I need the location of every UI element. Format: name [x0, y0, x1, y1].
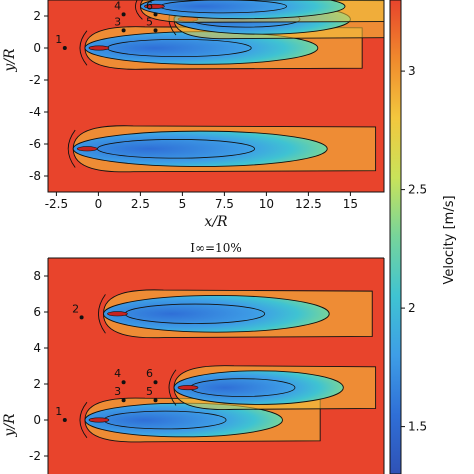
y-tick-label: -2 [29, 73, 41, 87]
y-tick-label: -8 [29, 169, 41, 183]
turbine-marker [62, 418, 67, 422]
y-tick-label: 2 [33, 9, 41, 23]
y-tick-label: 0 [33, 41, 41, 55]
y-tick-label: 6 [33, 305, 41, 319]
x-tick-label: 7.5 [215, 197, 234, 211]
y-tick-label: 2 [33, 377, 41, 391]
top-panel: 1 3 4 5 6 [48, 0, 384, 192]
turbine-label: 3 [114, 385, 121, 398]
wake-body [72, 130, 328, 167]
bottom-axis-ticks: 8 6 4 2 0 -2 [29, 269, 48, 463]
turbine-marker [121, 12, 126, 17]
turbine-label: 5 [146, 385, 153, 398]
colorbar-label: Velocity [m/s] [442, 195, 457, 284]
turbine-label: 6 [146, 0, 153, 12]
wake-hub-streak [177, 385, 199, 391]
turbine-label: 4 [114, 367, 121, 380]
y-tick-label: 8 [33, 269, 41, 283]
colorbar-tick-label: 2 [408, 301, 416, 315]
x-tick-label: 2.5 [131, 197, 150, 211]
bottom-wakes: 1 2 3 4 5 6 [55, 289, 377, 443]
wake-body [139, 0, 346, 20]
turbine-marker [153, 380, 158, 385]
colorbar-tick-label: 1.5 [408, 420, 427, 434]
turbine-label: 1 [55, 405, 62, 418]
top-axis-ticks: 20-2-4-6-8-2.5 0 2.5 5 7.5 10 12.5 15 [29, 9, 358, 211]
turbine-marker [121, 380, 126, 385]
wake-body [102, 294, 330, 333]
turbine-label: 5 [146, 15, 153, 28]
turbine-marker [153, 28, 158, 33]
wake-hub-streak [107, 311, 128, 317]
x-tick-label: 15 [343, 197, 358, 211]
y-tick-label: -4 [29, 105, 41, 119]
x-tick-label: 12.5 [295, 197, 322, 211]
top-wakes: 1 3 4 5 6 [55, 0, 384, 173]
top-xlabel: x/R [204, 214, 228, 230]
wake-hub-streak [76, 146, 98, 152]
rotor-contour [134, 0, 143, 20]
turbine-marker [153, 12, 158, 17]
x-tick-label: 5 [179, 197, 187, 211]
rotor-contour [79, 401, 88, 439]
y-tick-label: -6 [29, 137, 41, 151]
turbine-label: 2 [72, 302, 79, 315]
wake-hub-streak [144, 3, 165, 9]
rotor-contour [168, 369, 177, 406]
turbine-marker [121, 398, 126, 403]
turbine-marker [79, 315, 84, 320]
turbine-label: 1 [55, 33, 62, 46]
colorbar-tick-label: 2.5 [408, 183, 427, 197]
x-tick-label: 10 [259, 197, 274, 211]
turbine-label: 4 [114, 0, 121, 12]
y-tick-label: 0 [33, 413, 41, 427]
wake-hub-streak [88, 417, 110, 423]
wake-body [173, 370, 344, 405]
turbine-marker [121, 28, 126, 33]
rotor-contour [67, 129, 76, 168]
turbine-label: 3 [114, 15, 121, 28]
top-ylabel: y/R [2, 48, 18, 73]
bottom-panel-title: I∞=10% [190, 241, 241, 255]
turbine-label: 6 [146, 367, 153, 380]
rotor-contour [97, 294, 106, 334]
colorbar-ticks: 3 2.5 2 1.5 [401, 64, 427, 434]
turbine-marker [62, 46, 67, 50]
top-panel-frame [47, 0, 385, 193]
bottom-ylabel: y/R [2, 413, 18, 438]
x-tick-label: -2.5 [45, 197, 68, 211]
y-tick-label: -2 [29, 449, 41, 463]
colorbar [389, 0, 402, 474]
bottom-panel: 1 2 3 4 5 6 [48, 258, 384, 474]
x-tick-label: 0 [95, 197, 103, 211]
turbine-marker [153, 398, 158, 403]
wake-hub-streak [88, 45, 110, 51]
colorbar-tick-label: 3 [408, 64, 416, 78]
y-tick-label: 4 [33, 341, 41, 355]
rotor-contour [79, 30, 88, 66]
